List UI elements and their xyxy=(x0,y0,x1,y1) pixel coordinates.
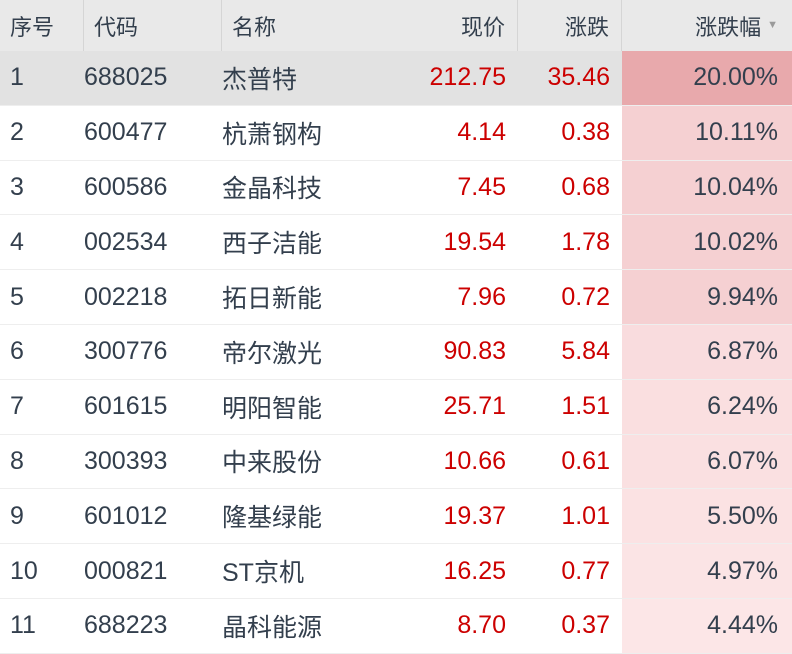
cell-stock-name[interactable]: 杰普特 xyxy=(222,51,390,105)
cell-stock-code[interactable]: 300393 xyxy=(84,435,222,489)
cell-pct-change: 6.24% xyxy=(622,380,792,434)
cell-stock-name[interactable]: 晶科能源 xyxy=(222,599,390,653)
cell-stock-name[interactable]: 杭萧钢构 xyxy=(222,106,390,160)
header-cell-price[interactable]: 现价 xyxy=(390,0,518,51)
cell-rank-number: 10 xyxy=(0,544,84,598)
cell-current-price: 4.14 xyxy=(390,106,518,160)
cell-rank-number: 2 xyxy=(0,106,84,160)
table-row[interactable]: 3 600586 金晶科技 7.45 0.68 10.04% xyxy=(0,161,792,216)
cell-price-change: 35.46 xyxy=(518,51,622,105)
table-row[interactable]: 10 000821 ST京机 16.25 0.77 4.97% xyxy=(0,544,792,599)
sort-descending-icon[interactable]: ▼ xyxy=(767,20,778,31)
cell-price-change: 0.77 xyxy=(518,544,622,598)
cell-rank-number: 3 xyxy=(0,161,84,215)
cell-current-price: 8.70 xyxy=(390,599,518,653)
cell-stock-code[interactable]: 601615 xyxy=(84,380,222,434)
cell-stock-code[interactable]: 688223 xyxy=(84,599,222,653)
cell-stock-name[interactable]: ST京机 xyxy=(222,544,390,598)
cell-stock-code[interactable]: 688025 xyxy=(84,51,222,105)
table-row[interactable]: 4 002534 西子洁能 19.54 1.78 10.02% xyxy=(0,215,792,270)
cell-rank-number: 9 xyxy=(0,489,84,543)
table-body: 1 688025 杰普特 212.75 35.46 20.00% 2 600477 杭萧钢构 4.… xyxy=(0,51,792,654)
header-cell-name[interactable]: 名称 xyxy=(222,0,390,51)
table-row[interactable]: 8 300393 中来股份 10.66 0.61 6.07% xyxy=(0,435,792,490)
cell-pct-change: 10.04% xyxy=(622,161,792,215)
cell-rank-number: 5 xyxy=(0,270,84,324)
cell-stock-name[interactable]: 明阳智能 xyxy=(222,380,390,434)
cell-stock-code[interactable]: 601012 xyxy=(84,489,222,543)
cell-rank-number: 11 xyxy=(0,599,84,653)
table-row[interactable]: 6 300776 帝尔激光 90.83 5.84 6.87% xyxy=(0,325,792,380)
cell-stock-name[interactable]: 隆基绿能 xyxy=(222,489,390,543)
cell-pct-change: 6.87% xyxy=(622,325,792,379)
cell-pct-change: 4.44% xyxy=(622,599,792,653)
table-row[interactable]: 1 688025 杰普特 212.75 35.46 20.00% xyxy=(0,51,792,106)
table-row[interactable]: 7 601615 明阳智能 25.71 1.51 6.24% xyxy=(0,380,792,435)
cell-price-change: 0.72 xyxy=(518,270,622,324)
cell-stock-code[interactable]: 000821 xyxy=(84,544,222,598)
cell-current-price: 19.37 xyxy=(390,489,518,543)
cell-stock-name[interactable]: 金晶科技 xyxy=(222,161,390,215)
cell-pct-change: 4.97% xyxy=(622,544,792,598)
table-row[interactable]: 11 688223 晶科能源 8.70 0.37 4.44% xyxy=(0,599,792,654)
table-row[interactable]: 9 601012 隆基绿能 19.37 1.01 5.50% xyxy=(0,489,792,544)
cell-current-price: 212.75 xyxy=(390,51,518,105)
cell-pct-change: 10.11% xyxy=(622,106,792,160)
cell-pct-change: 10.02% xyxy=(622,215,792,269)
cell-stock-code[interactable]: 002534 xyxy=(84,215,222,269)
cell-stock-name[interactable]: 拓日新能 xyxy=(222,270,390,324)
cell-current-price: 7.96 xyxy=(390,270,518,324)
header-cell-change[interactable]: 涨跌 xyxy=(518,0,622,51)
cell-stock-name[interactable]: 西子洁能 xyxy=(222,215,390,269)
stock-ranking-table: 序号 代码 名称 现价 涨跌 涨跌幅 ▼ 1 688025 杰普特 212.75 35.… xyxy=(0,0,792,654)
cell-rank-number: 1 xyxy=(0,51,84,105)
cell-price-change: 0.68 xyxy=(518,161,622,215)
cell-pct-change: 5.50% xyxy=(622,489,792,543)
cell-pct-change: 6.07% xyxy=(622,435,792,489)
cell-price-change: 1.51 xyxy=(518,380,622,434)
cell-price-change: 5.84 xyxy=(518,325,622,379)
cell-stock-code[interactable]: 600477 xyxy=(84,106,222,160)
cell-current-price: 10.66 xyxy=(390,435,518,489)
cell-stock-name[interactable]: 中来股份 xyxy=(222,435,390,489)
cell-price-change: 1.01 xyxy=(518,489,622,543)
header-cell-no[interactable]: 序号 xyxy=(0,0,84,51)
table-row[interactable]: 5 002218 拓日新能 7.96 0.72 9.94% xyxy=(0,270,792,325)
cell-current-price: 25.71 xyxy=(390,380,518,434)
table-header-row: 序号 代码 名称 现价 涨跌 涨跌幅 ▼ xyxy=(0,0,792,51)
table-row[interactable]: 2 600477 杭萧钢构 4.14 0.38 10.11% xyxy=(0,106,792,161)
cell-current-price: 19.54 xyxy=(390,215,518,269)
cell-pct-change: 9.94% xyxy=(622,270,792,324)
cell-rank-number: 6 xyxy=(0,325,84,379)
cell-stock-code[interactable]: 002218 xyxy=(84,270,222,324)
cell-rank-number: 7 xyxy=(0,380,84,434)
cell-stock-code[interactable]: 300776 xyxy=(84,325,222,379)
cell-stock-code[interactable]: 600586 xyxy=(84,161,222,215)
cell-rank-number: 4 xyxy=(0,215,84,269)
cell-stock-name[interactable]: 帝尔激光 xyxy=(222,325,390,379)
cell-rank-number: 8 xyxy=(0,435,84,489)
cell-price-change: 1.78 xyxy=(518,215,622,269)
cell-price-change: 0.37 xyxy=(518,599,622,653)
cell-current-price: 90.83 xyxy=(390,325,518,379)
header-cell-pct[interactable]: 涨跌幅 ▼ xyxy=(622,0,792,51)
cell-price-change: 0.61 xyxy=(518,435,622,489)
cell-current-price: 7.45 xyxy=(390,161,518,215)
header-cell-code[interactable]: 代码 xyxy=(84,0,222,51)
cell-price-change: 0.38 xyxy=(518,106,622,160)
cell-current-price: 16.25 xyxy=(390,544,518,598)
cell-pct-change: 20.00% xyxy=(622,51,792,105)
